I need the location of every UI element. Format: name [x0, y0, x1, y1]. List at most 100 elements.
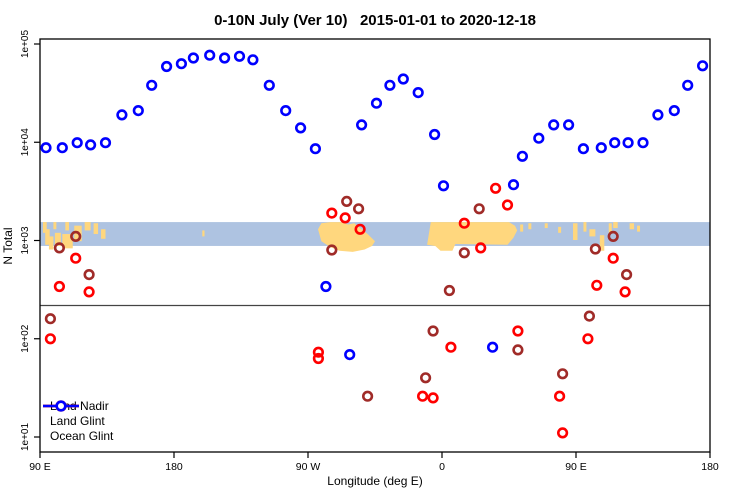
data-point-land-nadir: [83, 269, 95, 281]
x-tick-label: 180: [165, 461, 183, 473]
data-point-ocean-glint: [487, 341, 499, 353]
data-point-ocean-glint: [622, 137, 634, 149]
data-point-land-glint: [44, 333, 57, 345]
data-point-ocean-glint: [204, 49, 216, 61]
x-tick-label: 90 E: [565, 461, 587, 473]
data-point-land-glint: [427, 392, 439, 404]
data-point-land-glint: [312, 352, 325, 365]
map-band-land: [573, 223, 578, 240]
y-tick-label: 1e+05: [20, 30, 31, 59]
map-band-land: [528, 223, 532, 230]
data-point-land-glint: [445, 341, 457, 353]
y-tick-label: 1e+03: [20, 226, 31, 255]
data-point-ocean-glint: [116, 109, 128, 121]
data-point-land-glint: [339, 212, 351, 224]
data-point-ocean-glint: [507, 179, 520, 191]
data-point-ocean-glint: [219, 52, 231, 64]
data-point-land-glint: [312, 346, 325, 358]
data-point-ocean-glint: [412, 86, 424, 99]
data-point-ocean-glint: [562, 119, 575, 131]
data-point-land-nadir: [512, 344, 524, 356]
data-point-ocean-glint: [146, 79, 158, 91]
x-axis-title: Longitude (deg E): [327, 474, 423, 488]
x-tick-label: 180: [701, 461, 719, 473]
map-band-land: [583, 222, 587, 232]
data-point-ocean-glint: [132, 104, 144, 117]
data-point-land-glint: [458, 217, 470, 229]
map-band-land: [202, 230, 205, 237]
data-point-land-nadir: [326, 244, 338, 256]
map-band-land: [54, 232, 61, 246]
data-point-land-nadir: [427, 325, 439, 337]
data-point-ocean-glint: [263, 79, 275, 91]
data-point-ocean-glint: [609, 137, 621, 149]
data-point-land-glint: [70, 252, 82, 264]
chart-title: 0-10N July (Ver 10) 2015-01-01 to 2020-1…: [214, 12, 536, 29]
data-point-land-glint: [53, 280, 66, 293]
legend-marker-icon: [43, 400, 79, 412]
map-band-land: [53, 222, 57, 230]
data-point-land-glint: [354, 223, 366, 235]
x-tick-label: 90 E: [29, 461, 51, 473]
map-band-land: [589, 229, 596, 237]
data-point-ocean-glint: [652, 109, 664, 121]
data-point-ocean-glint: [56, 142, 68, 154]
data-point-land-nadir: [620, 269, 633, 281]
x-tick-label: 90 W: [296, 461, 321, 473]
data-point-land-glint: [553, 390, 566, 402]
data-point-ocean-glint: [247, 54, 259, 66]
legend-label: Ocean Glint: [50, 429, 114, 443]
map-band-land: [599, 235, 605, 251]
data-point-ocean-glint: [370, 97, 383, 109]
map-band-land: [608, 223, 612, 235]
data-point-ocean-glint: [668, 104, 680, 117]
data-point-ocean-glint: [437, 180, 450, 192]
data-point-ocean-glint: [696, 60, 709, 72]
data-point-ocean-glint: [682, 79, 694, 91]
data-point-ocean-glint: [516, 150, 529, 162]
y-tick-label: 1e+04: [20, 128, 31, 157]
data-point-ocean-glint: [397, 73, 409, 85]
map-band-land: [84, 222, 91, 231]
map-band-land: [637, 225, 641, 232]
map-band-land: [558, 226, 562, 233]
data-point-ocean-glint: [233, 50, 246, 62]
data-point-land-glint: [490, 182, 502, 194]
map-band-land: [629, 223, 635, 230]
data-point-ocean-glint: [71, 137, 83, 149]
map-band-land: [45, 229, 50, 245]
map-band-land: [48, 236, 54, 250]
map-band-ocean: [40, 222, 710, 246]
map-band-land: [427, 222, 518, 251]
data-point-ocean-glint: [295, 122, 307, 134]
data-point-ocean-glint: [548, 119, 560, 131]
x-tick-label: 0: [439, 461, 445, 473]
legend-label: Land Glint: [50, 414, 105, 428]
data-point-land-nadir: [458, 247, 470, 259]
data-point-ocean-glint: [429, 128, 441, 141]
data-point-land-glint: [83, 286, 95, 298]
data-point-land-nadir: [607, 230, 619, 242]
data-point-land-glint: [417, 390, 429, 402]
legend-item-land-glint: Land Glint: [42, 400, 113, 428]
data-point-land-nadir: [589, 243, 602, 255]
data-point-ocean-glint: [533, 132, 545, 144]
map-band-land: [65, 222, 70, 231]
data-point-ocean-glint: [577, 143, 590, 155]
map-band-land: [544, 223, 548, 229]
data-point-ocean-glint: [320, 280, 332, 293]
data-point-land-glint: [582, 333, 594, 345]
legend-item-ocean-glint: Ocean Glint: [42, 400, 114, 443]
y-tick-label: 1e+01: [20, 423, 31, 452]
data-point-land-nadir: [583, 310, 596, 322]
data-point-land-nadir: [53, 242, 66, 254]
y-tick-label: 1e+02: [20, 324, 31, 353]
data-point-land-glint: [591, 279, 603, 291]
data-point-ocean-glint: [187, 52, 199, 64]
data-point-land-nadir: [44, 313, 57, 325]
data-point-land-nadir: [473, 203, 485, 215]
data-point-ocean-glint: [384, 79, 396, 91]
data-point-ocean-glint: [99, 137, 112, 149]
map-band-land: [613, 222, 618, 229]
